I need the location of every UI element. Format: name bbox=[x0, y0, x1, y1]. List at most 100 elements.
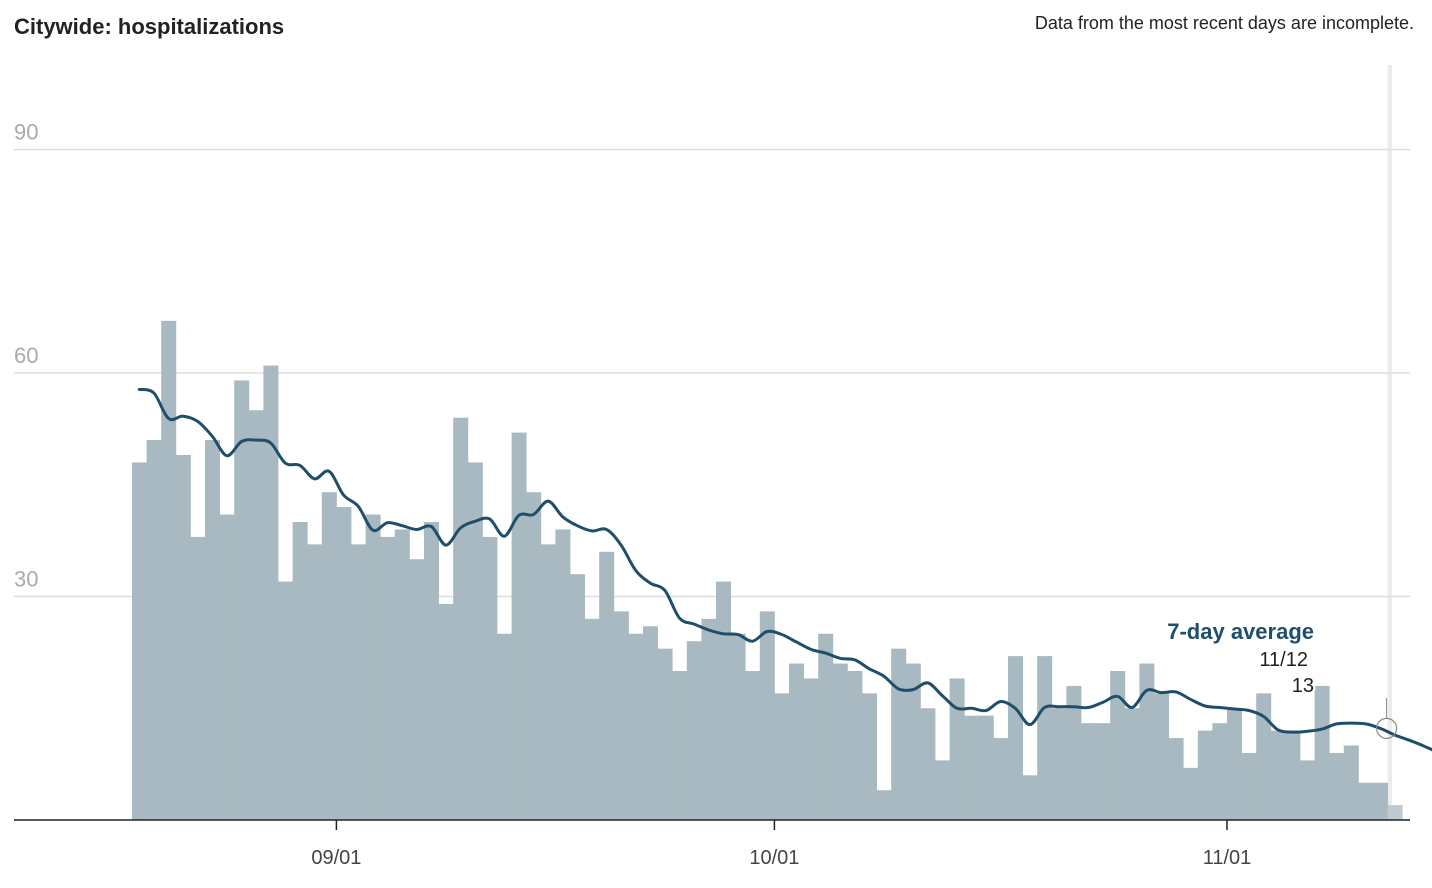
y-tick-label-90: 90 bbox=[14, 120, 38, 145]
annotation-date: 11/12 bbox=[1259, 649, 1308, 671]
bar bbox=[205, 440, 220, 820]
bar bbox=[394, 529, 410, 820]
annotation-value: 13 bbox=[1292, 675, 1314, 697]
bar bbox=[1139, 663, 1155, 820]
bar bbox=[789, 663, 804, 820]
bar bbox=[832, 663, 848, 820]
bar bbox=[993, 738, 1009, 820]
bar bbox=[672, 671, 688, 820]
bar bbox=[336, 507, 352, 820]
bar bbox=[351, 544, 366, 820]
bar bbox=[745, 671, 761, 820]
bar bbox=[1183, 767, 1199, 820]
chart-title: Citywide: hospitalizations bbox=[14, 14, 285, 39]
bar bbox=[161, 320, 177, 820]
bar bbox=[1022, 775, 1038, 820]
x-tick-label: 11/01 bbox=[1203, 847, 1252, 869]
bar bbox=[278, 581, 293, 820]
bar bbox=[1081, 723, 1096, 820]
bar bbox=[190, 536, 206, 820]
bar bbox=[643, 626, 658, 820]
bar bbox=[730, 633, 746, 820]
bar bbox=[1037, 656, 1053, 820]
y-axis-ticks: 30 60 90 bbox=[14, 120, 38, 592]
seven-day-average-line bbox=[137, 387, 1432, 752]
bar bbox=[263, 365, 279, 820]
bar bbox=[847, 671, 863, 820]
bar bbox=[1008, 656, 1023, 820]
bar bbox=[424, 522, 439, 820]
bar bbox=[628, 633, 644, 820]
bar bbox=[219, 514, 235, 820]
bar bbox=[686, 641, 702, 820]
incomplete-data-shade bbox=[1387, 65, 1392, 820]
bar bbox=[292, 522, 308, 820]
bar bbox=[380, 536, 396, 820]
bar bbox=[467, 462, 483, 820]
bar bbox=[1154, 693, 1169, 820]
y-tick-label-30: 30 bbox=[14, 567, 38, 592]
annotation-marker bbox=[1375, 717, 1398, 739]
bar bbox=[1270, 730, 1286, 820]
bar bbox=[1227, 708, 1242, 820]
bar bbox=[1358, 782, 1374, 820]
bar bbox=[964, 715, 980, 820]
bar bbox=[1095, 723, 1111, 820]
x-tick-label: 09/01 bbox=[311, 847, 361, 869]
bar bbox=[1256, 693, 1272, 820]
bar bbox=[526, 492, 542, 820]
bar bbox=[876, 790, 892, 820]
bar bbox=[511, 432, 527, 820]
annotation-series-label: 7-day average bbox=[1167, 619, 1314, 644]
bar bbox=[949, 678, 965, 820]
bar bbox=[321, 492, 337, 820]
bar bbox=[1241, 752, 1257, 820]
x-tick-label: 10/01 bbox=[749, 847, 799, 869]
bar bbox=[613, 611, 629, 820]
incomplete-data-note: Data from the most recent days are incom… bbox=[1034, 13, 1414, 33]
bar bbox=[1343, 745, 1359, 820]
bar bbox=[570, 574, 585, 820]
bar bbox=[234, 380, 250, 820]
bar bbox=[920, 708, 936, 820]
bar bbox=[1285, 730, 1301, 820]
bar bbox=[1110, 671, 1126, 820]
bar bbox=[365, 514, 381, 820]
bar bbox=[905, 663, 921, 820]
bar bbox=[1387, 805, 1403, 820]
bar bbox=[584, 618, 600, 820]
bar bbox=[935, 760, 950, 820]
bar bbox=[1314, 685, 1330, 820]
bar bbox=[701, 618, 717, 820]
bar bbox=[891, 648, 907, 820]
bar bbox=[657, 648, 673, 820]
bar bbox=[759, 611, 775, 820]
bar bbox=[1051, 708, 1067, 820]
bar bbox=[599, 551, 615, 820]
bar bbox=[453, 417, 469, 820]
bar bbox=[1329, 752, 1345, 820]
bar bbox=[1373, 782, 1388, 820]
bar bbox=[146, 440, 162, 820]
x-axis-ticks: 09/01 10/01 11/01 bbox=[311, 820, 1251, 869]
bar bbox=[409, 559, 425, 820]
bar bbox=[1212, 723, 1228, 820]
bar bbox=[862, 693, 877, 820]
bar bbox=[774, 693, 790, 820]
bar bbox=[1300, 760, 1315, 820]
bar bbox=[803, 678, 819, 820]
bar bbox=[978, 715, 994, 820]
bar bbox=[482, 536, 498, 820]
bar bbox=[555, 529, 571, 820]
bar bbox=[818, 633, 834, 820]
bar bbox=[1066, 685, 1082, 820]
bar bbox=[540, 544, 556, 820]
bar bbox=[1124, 708, 1140, 820]
y-tick-label-60: 60 bbox=[14, 343, 38, 368]
bar bbox=[1197, 730, 1213, 820]
bar bbox=[132, 462, 147, 820]
bar bbox=[307, 544, 323, 820]
bar bbox=[438, 603, 454, 820]
bar bbox=[1168, 738, 1184, 820]
